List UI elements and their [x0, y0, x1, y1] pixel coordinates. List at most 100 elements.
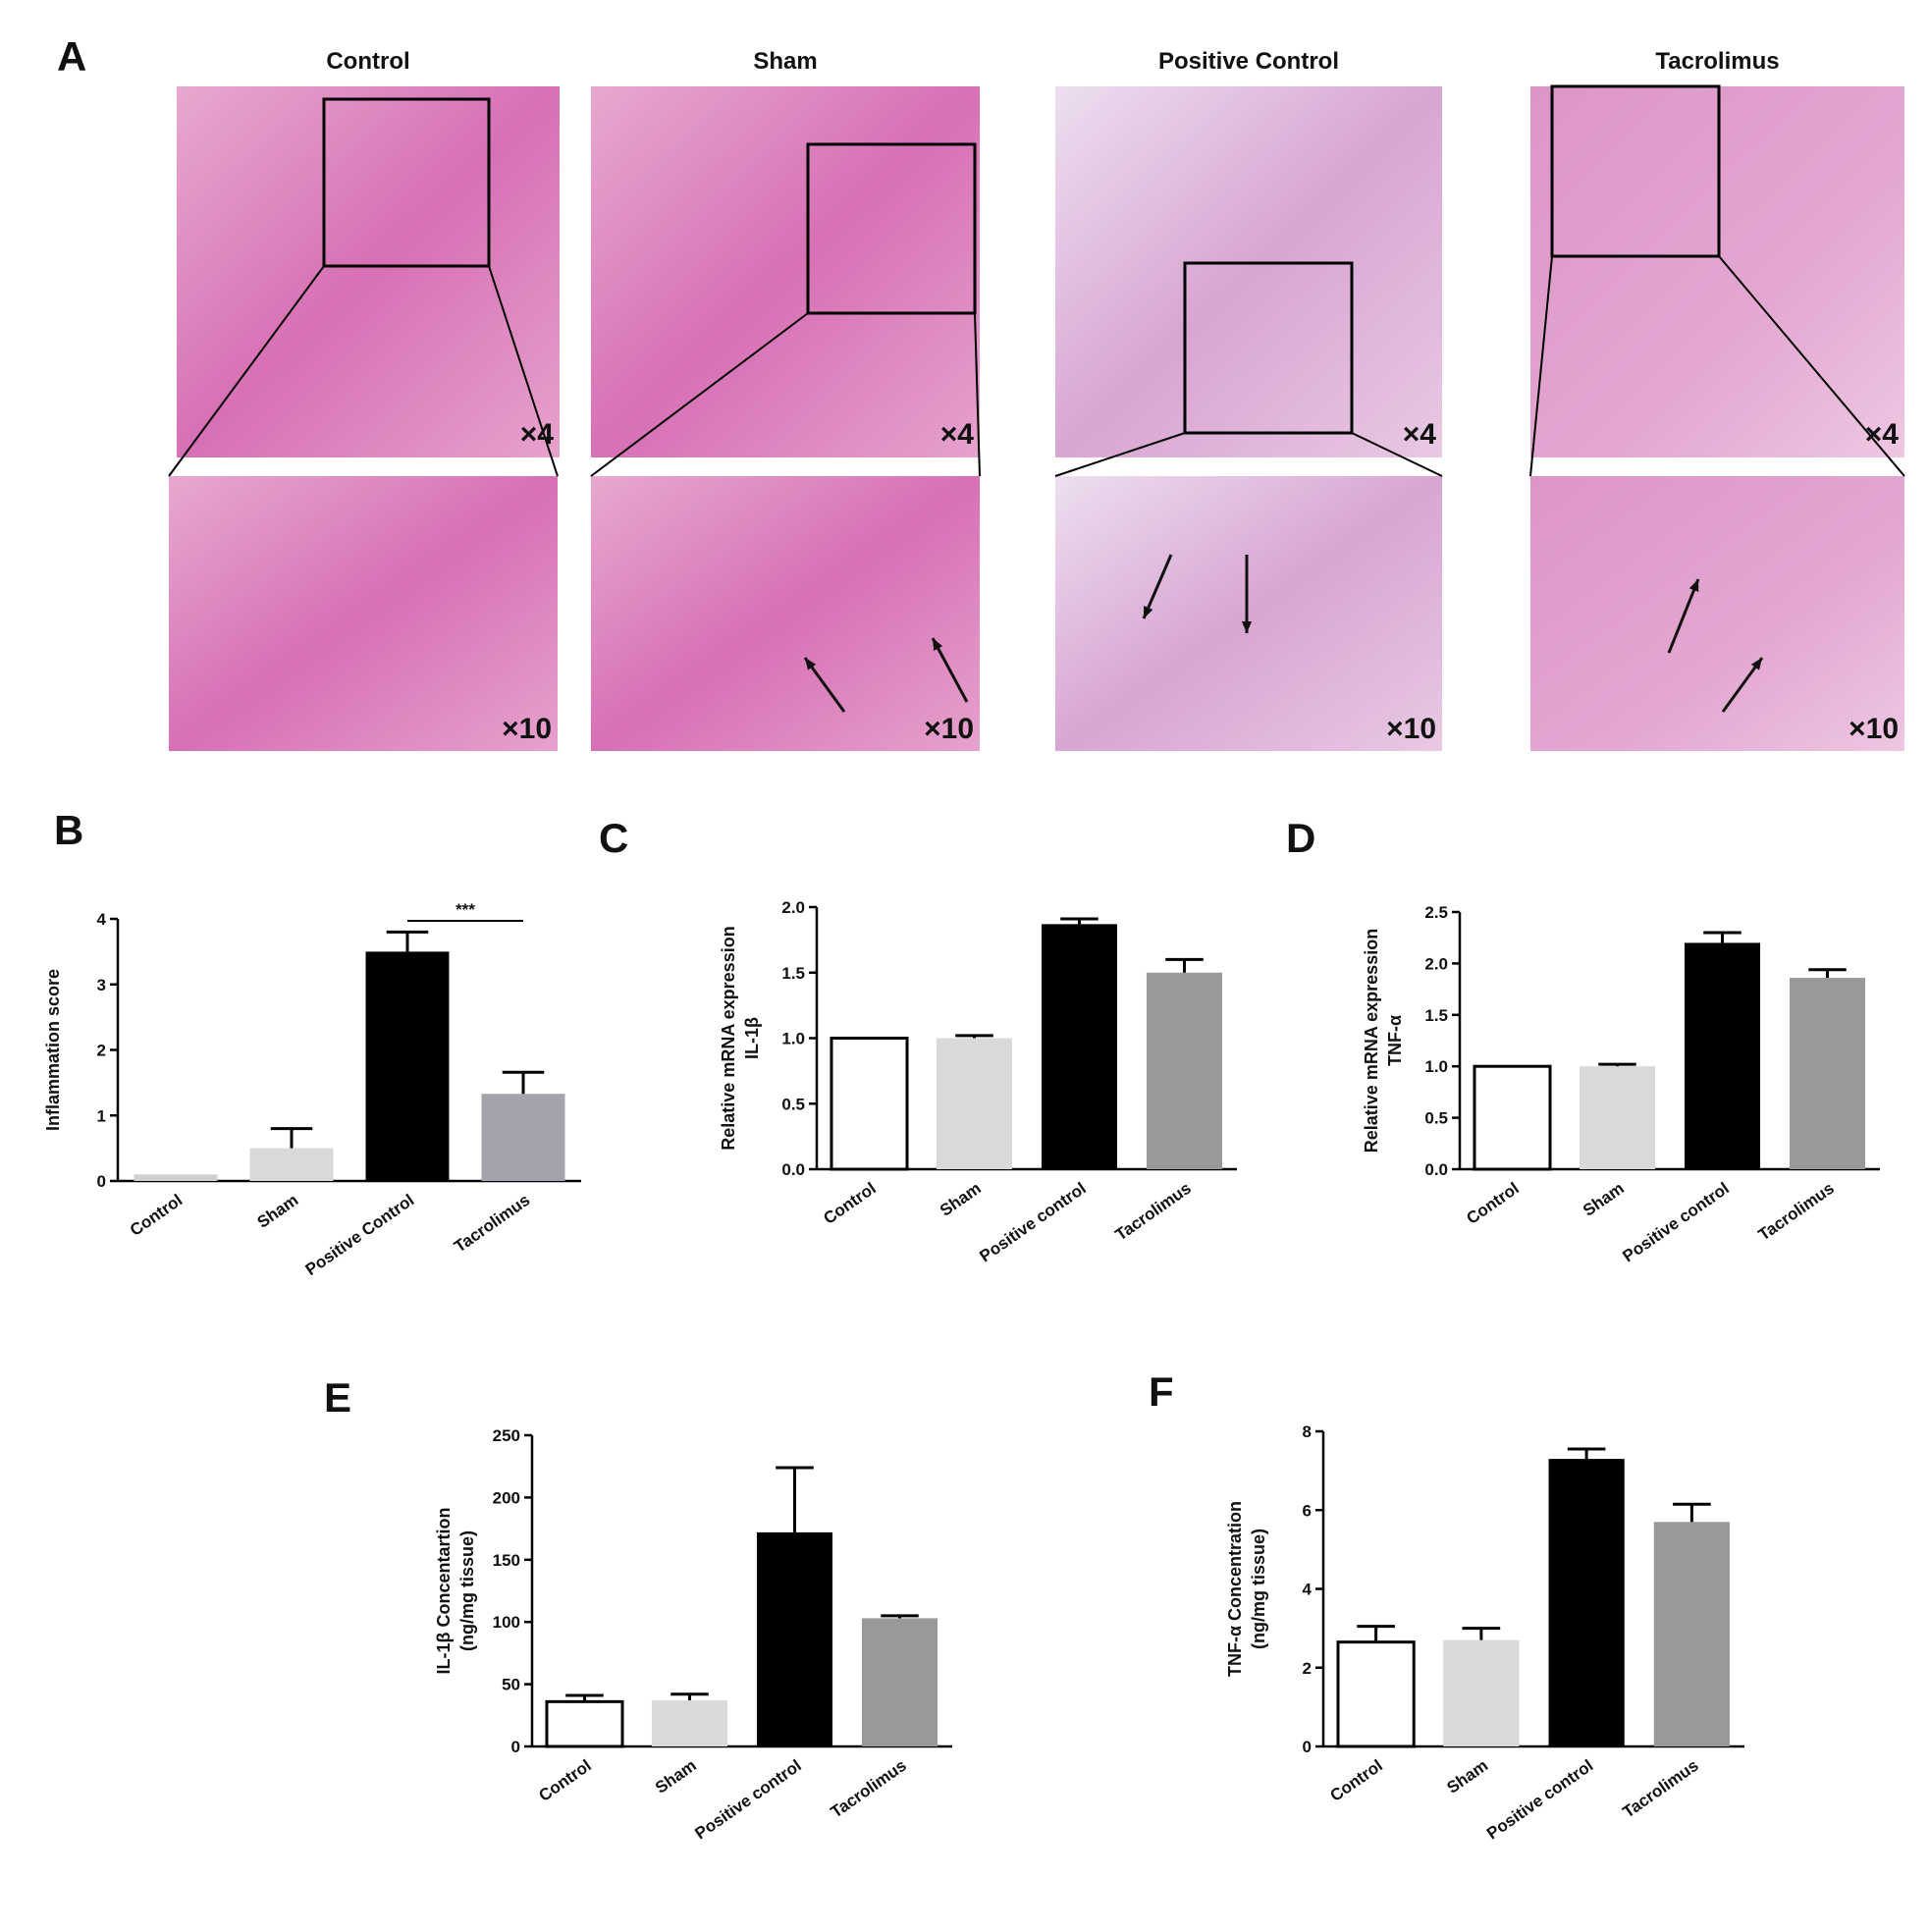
x-tick-label: Positive control [1619, 1179, 1732, 1266]
column-title: Sham [753, 48, 817, 75]
bar [1789, 978, 1866, 1169]
y-axis-label: TNF-α Concentration [1225, 1501, 1245, 1677]
bar [481, 1094, 565, 1181]
zoom-line [1529, 255, 1553, 477]
zoom-line [1054, 432, 1186, 477]
bar [861, 1618, 938, 1746]
arrow-head [1750, 658, 1762, 671]
zoom-line [168, 265, 325, 477]
arrow-head [1144, 606, 1153, 618]
x-tick-label: Tacrolimus [1620, 1756, 1702, 1822]
y-tick-label: 2.5 [1424, 903, 1448, 922]
chart: B 0 1 2 3 4 Inflammation score Control Sham Posit… [43, 807, 581, 1279]
column-title: Control [326, 48, 409, 75]
bar [1443, 1639, 1520, 1746]
zoom-line [1718, 255, 1905, 477]
chart: E 0 50 100 150 200 250 IL-1β Concentartion (ng/m… [324, 1374, 952, 1843]
micrograph [1055, 86, 1442, 457]
y-tick-label: 50 [502, 1676, 520, 1694]
column-title: Tacrolimus [1655, 48, 1779, 75]
bar [1579, 1066, 1656, 1169]
y-axis-label: Relative mRNA expression [719, 926, 738, 1150]
zoom-box [322, 97, 491, 268]
y-tick-label: 2.0 [1424, 954, 1448, 973]
y-tick-label: 1.0 [781, 1030, 805, 1048]
y-axis-label: Relative mRNA expression [1362, 929, 1381, 1153]
x-tick-label: Sham [1443, 1756, 1491, 1798]
y-tick-label: 150 [493, 1551, 520, 1570]
bar [1336, 1640, 1416, 1748]
micrograph [1055, 476, 1442, 751]
panel-letter: C [599, 815, 628, 861]
y-tick-label: 0 [1303, 1738, 1312, 1756]
bar [756, 1531, 833, 1746]
column-title: Positive Control [1158, 48, 1339, 75]
bar [1684, 942, 1761, 1169]
y-axis-label: Inflammation score [43, 969, 63, 1131]
arrow-head [933, 638, 943, 651]
y-tick-label: 250 [493, 1426, 520, 1445]
y-tick-label: 0 [97, 1172, 106, 1191]
x-tick-label: Sham [652, 1756, 700, 1798]
y-tick-label: 0.5 [781, 1095, 805, 1113]
x-tick-label: Tacrolimus [1755, 1179, 1838, 1245]
magnification: ×4 [940, 418, 975, 451]
bar [1146, 972, 1223, 1169]
x-tick-label: Control [1463, 1179, 1522, 1228]
magnification: ×10 [1849, 713, 1899, 745]
x-tick-label: Positive Control [302, 1191, 418, 1279]
chart: F 0 2 4 6 8 TNF-α Concentration (ng/mg tissue) C… [1149, 1368, 1744, 1843]
y-tick-label: 2 [1303, 1659, 1312, 1678]
magnification: ×10 [1386, 713, 1436, 745]
x-tick-label: Sham [253, 1191, 301, 1232]
bar [830, 1037, 909, 1171]
zoom-box [806, 142, 977, 315]
arrow [1667, 578, 1700, 654]
micrograph [177, 86, 560, 457]
bar [545, 1699, 624, 1748]
panel-letter: F [1149, 1368, 1174, 1415]
y-tick-label: 4 [97, 910, 107, 929]
magnification: ×4 [520, 418, 555, 451]
bar [1653, 1522, 1730, 1746]
arrow-head [1241, 621, 1253, 633]
zoom-box [1550, 84, 1721, 258]
micrograph [591, 476, 980, 751]
bar [651, 1700, 728, 1746]
arrow-head [1688, 579, 1699, 592]
y-axis-label: (ng/mg tissue) [1249, 1529, 1268, 1649]
micrograph [169, 476, 558, 751]
chart: D 0.0 0.5 1.0 1.5 2.0 2.5 Relative mRNA express… [1286, 815, 1880, 1265]
bar [1548, 1459, 1625, 1746]
x-tick-label: Tacrolimus [1112, 1179, 1195, 1245]
y-tick-label: 1 [97, 1106, 106, 1125]
y-tick-label: 200 [493, 1488, 520, 1507]
bar [936, 1038, 1013, 1169]
x-tick-label: Positive control [691, 1756, 804, 1844]
y-tick-label: 0 [511, 1738, 520, 1756]
x-tick-label: Control [820, 1179, 879, 1228]
panel-letter: E [324, 1374, 351, 1421]
panel-letter: A [57, 33, 86, 80]
arrow-head [805, 658, 817, 671]
x-tick-label: Sham [1580, 1179, 1628, 1220]
x-tick-label: Positive control [976, 1179, 1089, 1266]
panel-letter: D [1286, 815, 1315, 861]
y-tick-label: 1.0 [1424, 1057, 1448, 1076]
y-axis-label: IL-1β Concentartion [434, 1508, 454, 1675]
zoom-line [590, 312, 809, 477]
bar [1041, 924, 1118, 1169]
bar [249, 1148, 334, 1181]
zoom-line [974, 312, 981, 477]
y-tick-label: 0.5 [1424, 1109, 1448, 1128]
x-tick-label: Tacrolimus [451, 1191, 533, 1257]
significance-label: *** [455, 900, 475, 919]
y-tick-label: 6 [1303, 1501, 1312, 1520]
x-tick-label: Control [127, 1191, 186, 1240]
y-tick-label: 8 [1303, 1422, 1312, 1441]
bar [1473, 1064, 1552, 1171]
arrow [931, 637, 969, 703]
micrograph [1530, 476, 1904, 751]
x-tick-label: Positive control [1483, 1756, 1596, 1844]
